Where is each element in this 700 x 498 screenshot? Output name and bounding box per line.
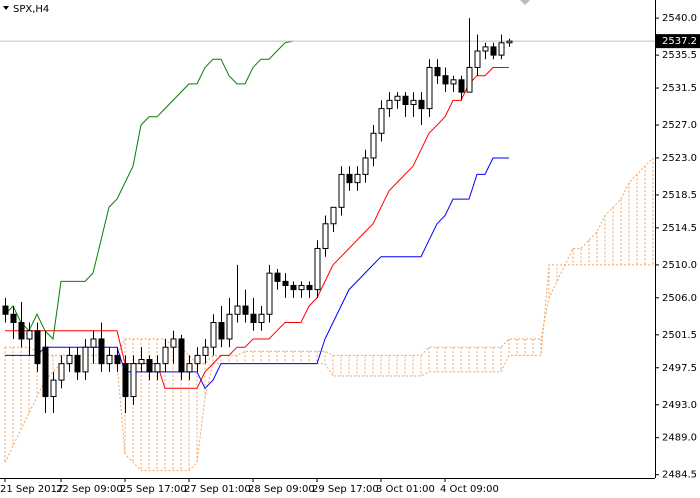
candle-body [450,79,457,85]
candle-body [442,75,449,85]
candle-body [178,338,185,373]
x-tick-label: 22 Sep 09:00 [56,484,123,495]
y-tick-label: 2514.5 [662,223,697,234]
indicator-line [5,67,509,389]
candle-body [474,50,481,68]
candle-body [362,157,369,175]
candle-body [82,346,89,373]
candle-body [98,338,105,365]
candle-body [186,363,193,373]
x-tick-label: 29 Sep 17:00 [312,484,379,495]
indicator-line [4,40,294,341]
candle-body [466,66,473,93]
x-tick-label: 25 Sep 17:00 [120,484,187,495]
candle-body [426,66,433,110]
candle-body [250,313,257,324]
candle-body [490,46,497,56]
candle-body [402,95,409,105]
candle-body [226,313,233,340]
candle-body [58,363,65,381]
candle-body [18,322,25,340]
candle-body [498,42,505,56]
y-tick-label: 2489.0 [662,433,697,444]
candle-body [418,99,425,110]
candle-body [266,272,273,315]
candle-body [50,379,57,398]
candle-body [170,338,177,348]
x-tick-label: 3 Oct 01:00 [376,484,435,495]
x-tick-label: 21 Sep 2017 [0,484,63,495]
candle-body [106,354,113,365]
candle-body [410,99,417,105]
candle-body [378,108,385,134]
candle-body [114,354,121,365]
candle-body [242,305,249,315]
last-price-label: 2537.2 [662,36,697,47]
x-tick-label: 28 Sep 09:00 [248,484,315,495]
candle-body [290,284,297,291]
y-tick-label: 2527.0 [662,120,697,131]
y-tick-label: 2484.5 [662,470,697,481]
candle-body [330,206,337,225]
y-tick-label: 2493.0 [662,400,697,411]
candle-body [146,359,153,373]
y-tick-label: 2523.0 [662,153,697,164]
candle-body [210,322,217,348]
candle-body [458,79,465,93]
candle-body [314,247,321,291]
candle-body [122,363,129,398]
y-tick-label: 2540.0 [662,13,697,24]
candle-body [130,363,137,398]
candle-body [66,354,73,365]
candle-body [482,46,489,52]
candle-body [434,66,441,77]
candle-body [162,346,169,365]
y-tick-label: 2510.0 [662,260,697,271]
indicator-line [5,157,509,390]
shift-marker [520,0,530,5]
candle-body [282,280,289,286]
candle-body [138,359,145,365]
y-tick-label: 2506.0 [662,293,697,304]
candle-body [370,132,377,159]
candle-body [298,284,305,291]
menu-arrow[interactable] [3,6,9,10]
candle-body [218,322,225,340]
candle-body [42,346,49,398]
candle-body [338,173,345,208]
candle-body [10,313,17,324]
candle-body [234,305,241,315]
candle-body [74,354,81,373]
y-tick-label: 2501.5 [662,330,697,341]
candle-body [154,363,161,373]
candle-body [386,99,393,110]
candle-body [394,95,401,101]
plot-area [0,18,655,472]
chart-title: SPX,H4 [13,4,49,15]
x-tick-label: 27 Sep 01:00 [184,484,251,495]
candle-body [2,305,9,315]
candle-body [274,272,281,282]
y-tick-label: 2518.5 [662,190,697,201]
x-tick-label: 4 Oct 09:00 [440,484,499,495]
candle-body [194,354,201,365]
candle-body [26,330,33,340]
y-tick-label: 2531.5 [662,83,697,94]
candle-body [34,330,41,365]
candle-body [346,173,353,184]
y-tick-label: 2535.5 [662,50,697,61]
y-tick-label: 2497.5 [662,363,697,374]
candle-body [306,284,313,291]
candle-body [258,313,265,324]
last-price-box [656,34,700,49]
candle-body [322,223,329,249]
candle-body [202,346,209,356]
candle-body [354,173,361,184]
candle-body [506,40,513,44]
cloud-edge [5,157,654,365]
candle-body [90,338,97,348]
